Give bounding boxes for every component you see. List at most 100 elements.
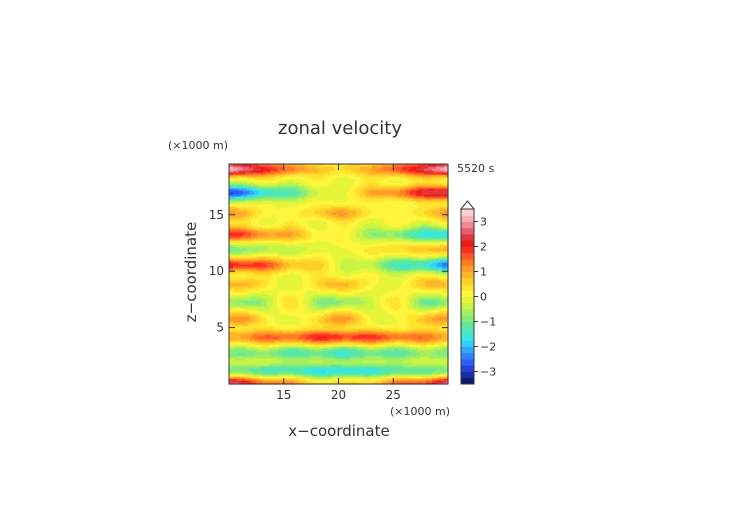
heatmap-cell xyxy=(250,176,254,179)
heatmap-cell xyxy=(260,214,264,217)
heatmap-cell xyxy=(246,210,250,213)
heatmap-cell xyxy=(268,382,272,385)
heatmap-cell xyxy=(238,276,242,279)
heatmap-cell xyxy=(274,302,278,305)
heatmap-cell xyxy=(276,370,280,373)
heatmap-cell xyxy=(260,308,264,311)
heatmap-cell xyxy=(262,218,266,221)
heatmap-cell xyxy=(260,232,264,235)
heatmap-cell xyxy=(232,334,236,337)
heatmap-cell xyxy=(260,334,264,337)
heatmap-cell xyxy=(274,188,278,191)
heatmap-cell xyxy=(252,380,256,383)
heatmap-cell xyxy=(266,332,270,335)
heatmap-cell xyxy=(258,218,262,221)
heatmap-cell xyxy=(232,180,236,183)
heatmap-cell xyxy=(244,174,248,177)
heatmap-cell xyxy=(272,210,276,213)
heatmap-cell xyxy=(276,230,280,233)
heatmap-cell xyxy=(250,178,254,181)
heatmap-cell xyxy=(278,324,282,327)
heatmap-cell xyxy=(262,226,266,229)
heatmap-cell xyxy=(234,174,238,177)
heatmap-cell xyxy=(248,198,252,201)
heatmap-cell xyxy=(240,292,244,295)
heatmap-cell xyxy=(246,324,250,327)
heatmap-cell xyxy=(248,294,252,297)
heatmap-cell xyxy=(229,308,232,311)
heatmap-cell xyxy=(256,208,260,211)
heatmap-cell xyxy=(248,254,252,257)
heatmap-cell xyxy=(268,170,272,173)
heatmap-cell xyxy=(266,236,270,239)
heatmap-cell xyxy=(264,336,268,339)
heatmap-cell xyxy=(260,376,264,379)
heatmap-cell xyxy=(272,220,276,223)
heatmap-cell xyxy=(238,372,242,375)
heatmap-cell xyxy=(260,380,264,383)
heatmap-cell xyxy=(256,374,260,377)
heatmap-cell xyxy=(274,350,278,353)
heatmap-cell xyxy=(258,320,262,323)
heatmap-cell xyxy=(248,360,252,363)
heatmap-cell xyxy=(258,192,262,195)
heatmap-cell xyxy=(248,308,252,311)
heatmap-cell xyxy=(236,258,240,261)
heatmap-cell xyxy=(256,276,260,279)
heatmap-cell xyxy=(254,310,258,313)
heatmap-cell xyxy=(254,256,258,259)
heatmap-cell xyxy=(264,370,268,373)
heatmap-cell xyxy=(268,164,272,167)
heatmap-cell xyxy=(234,268,238,271)
heatmap-cell xyxy=(266,266,270,269)
heatmap-cell xyxy=(278,322,282,325)
heatmap-cell xyxy=(229,348,232,351)
heatmap-cell xyxy=(234,304,238,307)
heatmap-cell xyxy=(262,174,266,177)
heatmap-cell xyxy=(254,252,258,255)
heatmap-cell xyxy=(250,236,254,239)
heatmap-cell xyxy=(268,344,272,347)
heatmap-cell xyxy=(260,240,264,243)
heatmap-cell xyxy=(270,242,274,245)
heatmap-cell xyxy=(246,242,250,245)
heatmap-cell xyxy=(270,382,274,385)
heatmap-cell xyxy=(268,288,272,291)
heatmap-cell xyxy=(278,318,282,321)
heatmap-cell xyxy=(262,212,266,215)
heatmap-cell xyxy=(230,268,234,271)
heatmap-cell xyxy=(274,198,278,201)
heatmap-cell xyxy=(234,358,238,361)
heatmap-cell xyxy=(230,354,234,357)
heatmap-cell xyxy=(256,222,260,225)
heatmap-cell xyxy=(232,232,236,235)
heatmap-cell xyxy=(232,194,236,197)
heatmap-cell xyxy=(248,278,252,281)
heatmap-cell xyxy=(229,340,232,343)
heatmap-cell xyxy=(242,250,246,253)
heatmap-cell xyxy=(262,376,266,379)
heatmap-cell xyxy=(254,220,258,223)
heatmap-cell xyxy=(242,334,246,337)
heatmap-cell xyxy=(258,246,262,249)
heatmap-cell xyxy=(240,328,244,331)
heatmap-cell xyxy=(272,240,276,243)
heatmap-cell xyxy=(236,214,240,217)
heatmap-cell xyxy=(264,268,268,271)
heatmap-cell xyxy=(246,260,250,263)
heatmap-cell xyxy=(274,296,278,299)
heatmap-cell xyxy=(266,164,270,167)
heatmap-cell xyxy=(258,294,262,297)
heatmap-cell xyxy=(262,360,266,363)
heatmap-cell xyxy=(268,274,272,277)
heatmap-cell xyxy=(232,316,236,319)
heatmap-cell xyxy=(254,366,258,369)
heatmap-cell xyxy=(244,264,248,267)
heatmap-cell xyxy=(274,234,278,237)
heatmap-cell xyxy=(276,268,280,271)
heatmap-cell xyxy=(254,342,258,345)
heatmap-cell xyxy=(268,340,272,343)
heatmap-cell xyxy=(242,212,246,215)
heatmap-cell xyxy=(264,272,268,275)
heatmap-cell xyxy=(230,184,234,187)
